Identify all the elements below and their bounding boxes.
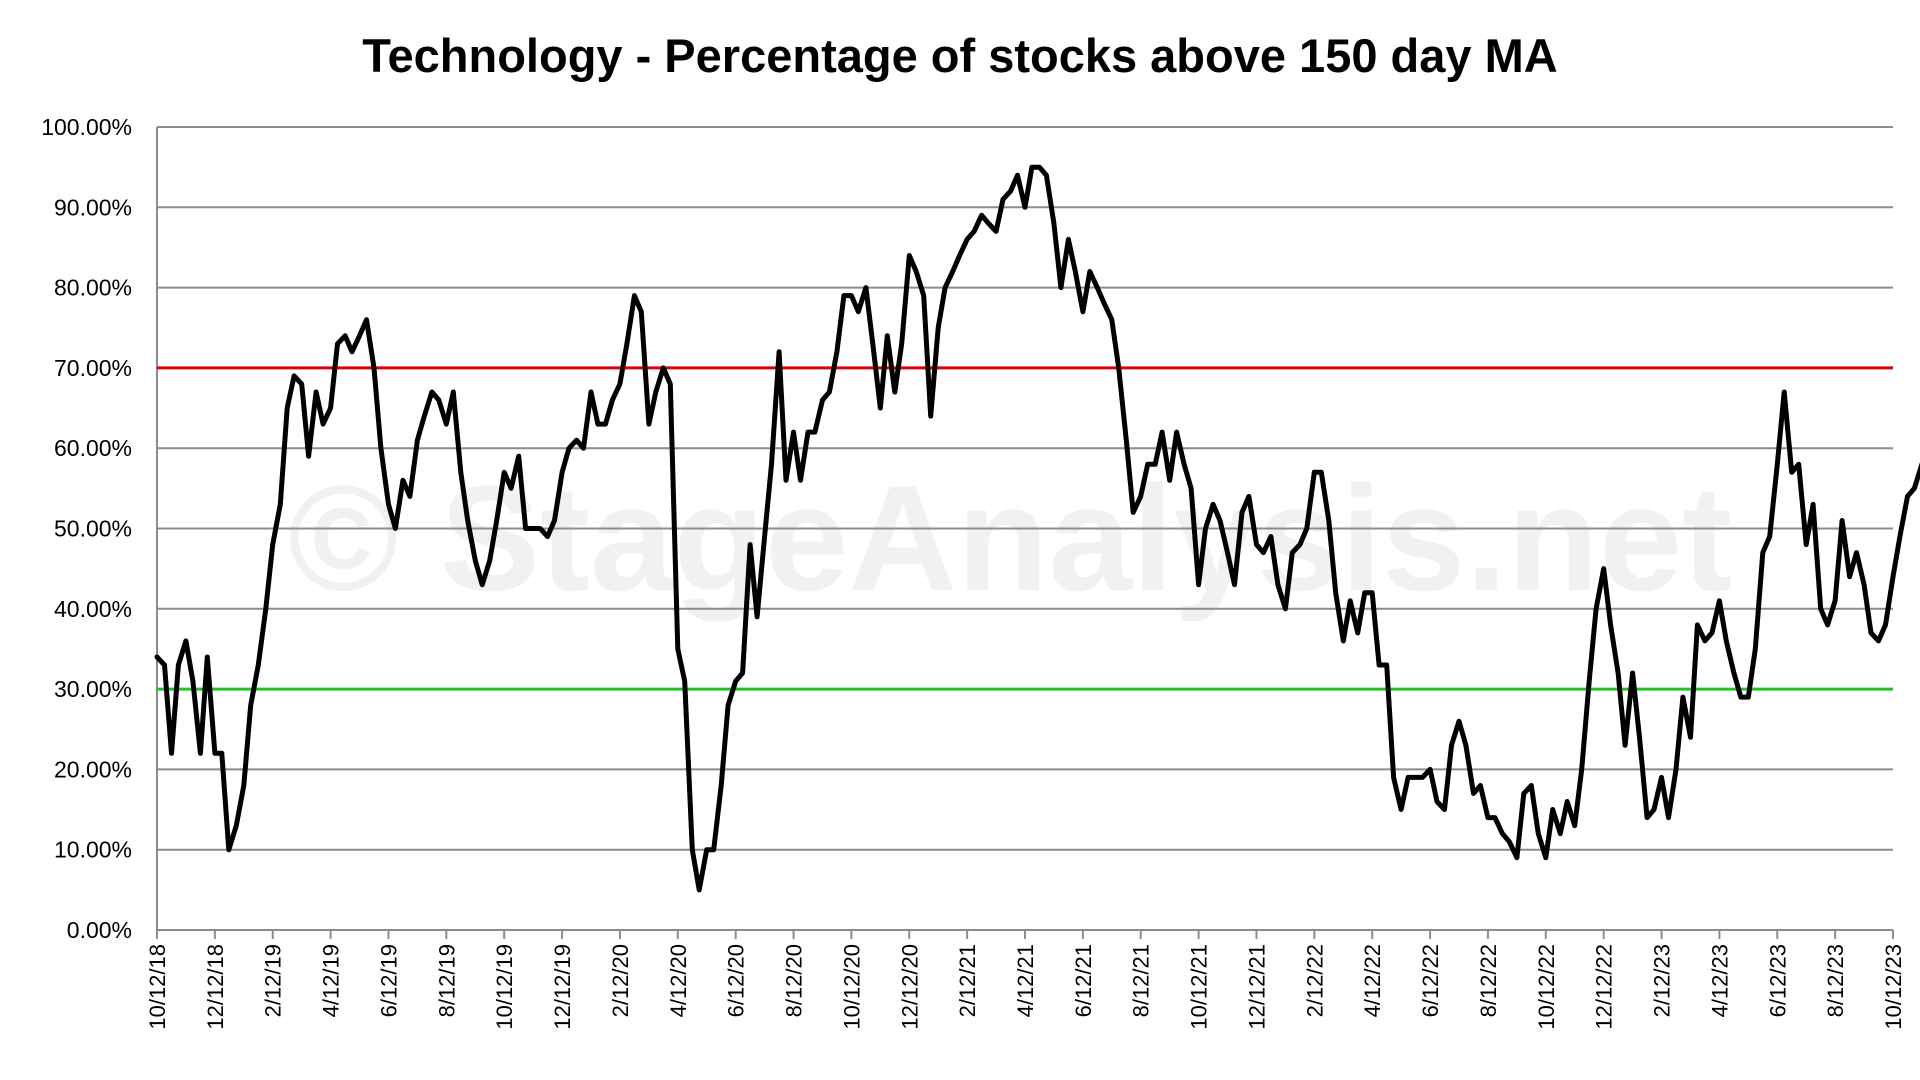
series: [154, 164, 1920, 893]
x-tick-label: 12/12/22: [1592, 944, 1617, 1030]
x-tick-label: 6/12/22: [1418, 944, 1443, 1017]
y-tick-label: 60.00%: [54, 435, 132, 461]
x-tick-label: 10/12/21: [1187, 944, 1212, 1030]
x-tick-label: 10/12/20: [839, 944, 864, 1030]
x-tick-label: 2/12/19: [261, 944, 286, 1017]
series-line-0: [154, 164, 1920, 893]
y-tick-label: 40.00%: [54, 596, 132, 622]
y-tick-label: 50.00%: [54, 516, 132, 542]
x-tick-label: 10/12/23: [1881, 944, 1906, 1030]
x-tick-label: 2/12/21: [955, 944, 980, 1017]
x-tick-label: 4/12/21: [1013, 944, 1038, 1017]
y-tick-label: 70.00%: [54, 355, 132, 381]
watermark: © StageAnalysis.net: [288, 454, 1732, 622]
x-tick-label: 8/12/19: [434, 944, 459, 1017]
x-tick-label: 4/12/20: [666, 944, 691, 1017]
y-tick-label: 10.00%: [54, 837, 132, 863]
x-tick-label: 2/12/20: [608, 944, 633, 1017]
x-tick-label: 10/12/18: [145, 944, 170, 1030]
y-tick-label: 20.00%: [54, 756, 132, 782]
axes: [156, 127, 1894, 939]
y-tick-label: 80.00%: [54, 275, 132, 301]
y-tick-label: 0.00%: [67, 917, 132, 943]
x-tick-label: 6/12/23: [1765, 944, 1790, 1017]
x-tick-label: 8/12/20: [782, 944, 807, 1017]
x-tick-label: 10/12/22: [1534, 944, 1559, 1030]
chart-title: Technology - Percentage of stocks above …: [362, 29, 1558, 82]
x-tick-labels: 10/12/18 12/12/18 2/12/19 4/12/19 6/12/19 8/1…: [145, 944, 1906, 1030]
x-tick-label: 6/12/21: [1071, 944, 1096, 1017]
x-tick-label: 12/12/19: [550, 944, 575, 1030]
x-tick-label: 8/12/21: [1129, 944, 1154, 1017]
x-tick-label: 4/12/23: [1707, 944, 1732, 1017]
x-tick-label: 2/12/23: [1650, 944, 1675, 1017]
y-tick-label: 90.00%: [54, 194, 132, 220]
x-tick-label: 8/12/22: [1476, 944, 1501, 1017]
reference-lines: [157, 366, 1893, 691]
y-tick-label: 100.00%: [41, 114, 132, 140]
x-tick-label: 6/12/19: [376, 944, 401, 1017]
x-tick-label: 12/12/20: [897, 944, 922, 1030]
x-tick-label: 4/12/22: [1360, 944, 1385, 1017]
x-tick-label: 12/12/18: [203, 944, 228, 1030]
x-tick-label: 6/12/20: [724, 944, 749, 1017]
x-tick-label: 2/12/22: [1302, 944, 1327, 1017]
x-tick-label: 12/12/21: [1244, 944, 1269, 1030]
y-tick-labels: 0.00% 10.00% 20.00% 30.00% 40.00% 50.00% 60.00…: [41, 114, 132, 943]
x-tick-label: 8/12/23: [1823, 944, 1848, 1017]
x-tick-label: 4/12/19: [319, 944, 344, 1017]
x-tick-label: 10/12/19: [492, 944, 517, 1030]
y-tick-label: 30.00%: [54, 676, 132, 702]
watermark-text: © StageAnalysis.net: [288, 454, 1732, 622]
